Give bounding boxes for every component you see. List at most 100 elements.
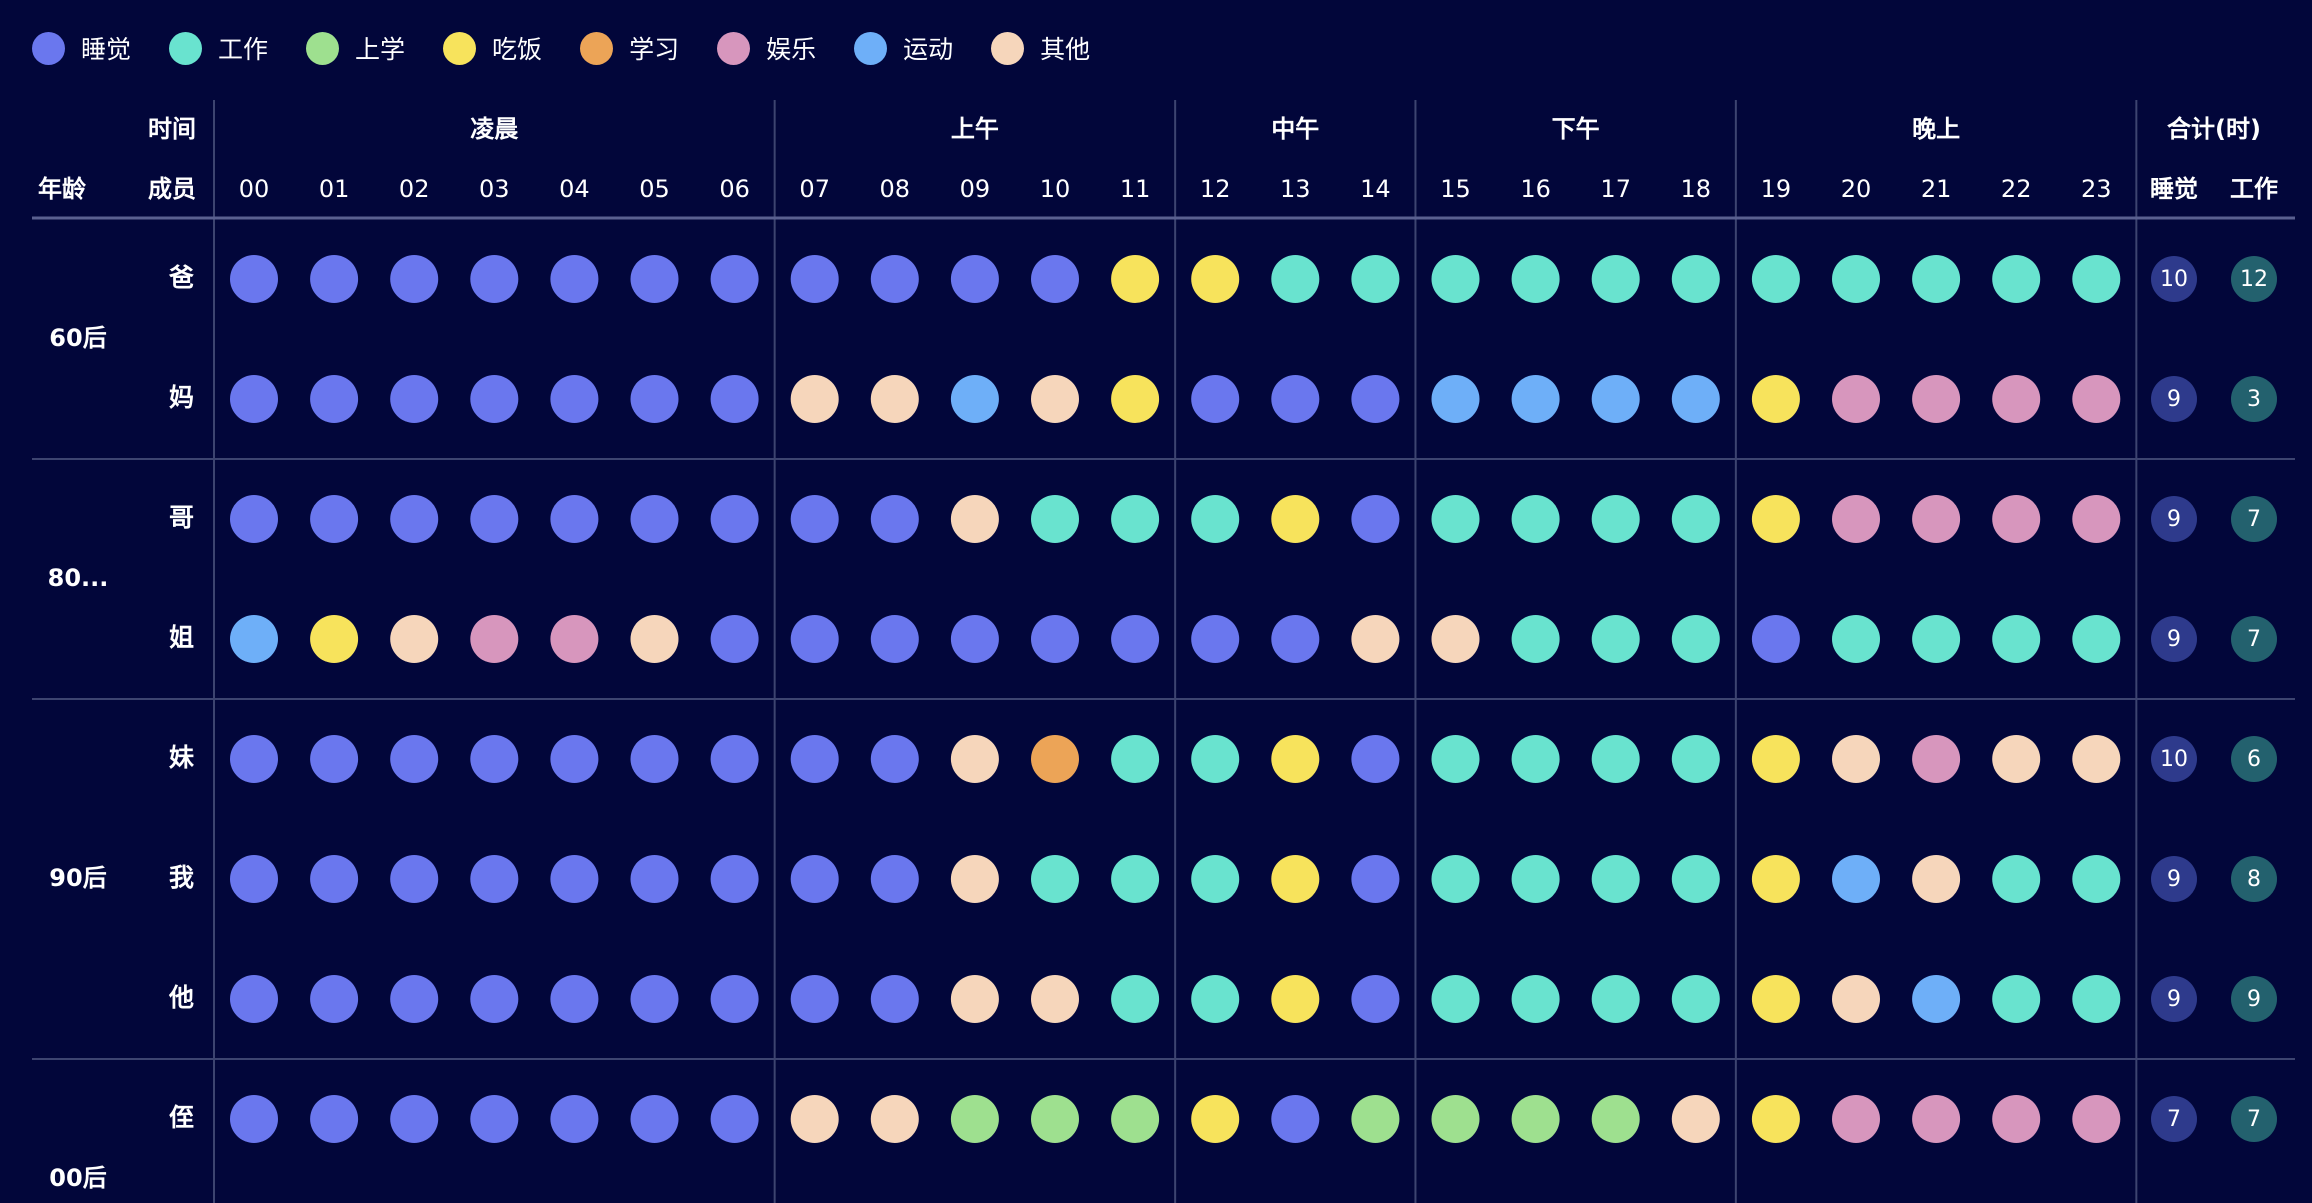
total-sleep-header: 睡觉 <box>2150 175 2198 203</box>
total-sleep-badge <box>2151 856 2197 902</box>
activity-dot-work <box>1431 735 1480 783</box>
activity-dot-work <box>1832 255 1880 303</box>
hour-tick-label: 13 <box>1280 175 1311 203</box>
activity-dot-school <box>950 1095 999 1143</box>
member-name: 他 <box>168 983 194 1012</box>
period-label: 晚上 <box>1912 115 1960 143</box>
total-work-value: 7 <box>2247 627 2261 652</box>
activity-dot-school <box>1431 1095 1480 1143</box>
activity-dot-sleep <box>550 1095 599 1143</box>
activity-dot-sport <box>230 615 278 663</box>
activity-dot-sleep <box>790 735 839 783</box>
activity-dot-sleep <box>470 735 519 783</box>
activity-dot-sleep <box>630 1095 679 1143</box>
activity-dot-sleep <box>470 495 519 543</box>
activity-dot-sleep <box>1351 855 1400 903</box>
activity-dot-sleep <box>870 855 919 903</box>
activity-dot-work <box>2072 975 2121 1023</box>
activity-dot-sleep <box>1271 1095 1320 1143</box>
activity-dot-fun <box>1832 1095 1880 1143</box>
activity-dot-other <box>790 375 839 423</box>
activity-dot-fun <box>2072 375 2121 423</box>
activity-dot-work <box>1751 255 1800 303</box>
total-sleep-badge <box>2151 976 2197 1022</box>
activity-dot-work <box>1431 855 1480 903</box>
activity-dot-sleep <box>790 495 839 543</box>
activity-dot-fun <box>1992 495 2041 543</box>
legend-label: 运动 <box>903 35 954 64</box>
age-header-label: 年龄 <box>38 175 87 203</box>
activity-dot-sleep <box>230 735 278 783</box>
activity-dot-fun <box>1832 375 1880 423</box>
activity-dot-sleep <box>630 375 679 423</box>
hour-tick-label: 03 <box>479 175 510 203</box>
legend-item-sleep[interactable]: 睡觉 <box>32 30 131 66</box>
legend-item-sport[interactable]: 运动 <box>854 30 953 66</box>
activity-dot-sleep <box>390 735 439 783</box>
total-sleep-value: 9 <box>2167 987 2181 1012</box>
period-label: 上午 <box>951 115 999 143</box>
activity-dot-fun <box>2072 495 2121 543</box>
hour-tick-label: 05 <box>639 175 670 203</box>
total-sleep-value: 9 <box>2167 507 2181 532</box>
activity-dot-fun <box>470 615 519 663</box>
hour-tick-label: 07 <box>799 175 830 203</box>
total-sleep-value: 9 <box>2167 627 2181 652</box>
total-sleep-badge <box>2151 376 2197 422</box>
activity-dot-eat <box>1271 855 1320 903</box>
activity-dot-sleep <box>550 495 599 543</box>
total-sleep-badge <box>2151 496 2197 542</box>
activity-dot-sleep <box>390 855 439 903</box>
activity-dot-sport <box>1912 975 1961 1023</box>
legend-swatch-school <box>306 31 340 65</box>
activity-dot-other <box>1671 1095 1720 1143</box>
total-work-badge <box>2231 256 2277 302</box>
total-work-badge <box>2231 616 2277 662</box>
legend-label: 学习 <box>629 35 680 64</box>
activity-dot-work <box>2072 855 2121 903</box>
legend-label: 吃饭 <box>492 35 543 64</box>
activity-dot-sleep <box>1191 375 1240 423</box>
activity-dot-sleep <box>630 735 679 783</box>
activity-dot-sleep <box>310 855 359 903</box>
activity-dot-sleep <box>310 255 359 303</box>
activity-dot-school <box>1111 1095 1160 1143</box>
hour-tick-label: 19 <box>1761 175 1792 203</box>
activity-dot-sleep <box>870 495 919 543</box>
legend-item-study[interactable]: 学习 <box>580 30 679 66</box>
activity-dot-work <box>1912 255 1961 303</box>
total-work-value: 8 <box>2247 867 2261 892</box>
activity-dot-other <box>390 615 439 663</box>
legend-item-school[interactable]: 上学 <box>306 30 405 66</box>
total-sleep-badge <box>2151 736 2197 782</box>
hour-tick-label: 21 <box>1921 175 1952 203</box>
activity-dot-eat <box>310 615 359 663</box>
legend-item-eat[interactable]: 吃饭 <box>443 30 542 66</box>
activity-dot-eat <box>1751 375 1800 423</box>
legend-item-fun[interactable]: 娱乐 <box>717 30 816 66</box>
member-name: 姐 <box>169 623 194 652</box>
activity-dot-sleep <box>1351 495 1400 543</box>
hour-tick-label: 09 <box>960 175 991 203</box>
activity-dot-eat <box>1751 735 1800 783</box>
activity-dot-work <box>1671 735 1720 783</box>
activity-dot-sleep <box>550 255 599 303</box>
activity-dot-sport <box>1431 375 1480 423</box>
legend-item-work[interactable]: 工作 <box>169 30 268 66</box>
activity-dot-fun <box>1832 495 1880 543</box>
activity-dot-sport <box>1671 375 1720 423</box>
legend-item-other[interactable]: 其他 <box>991 30 1090 66</box>
activity-dot-work <box>1671 975 1720 1023</box>
activity-dot-sleep <box>390 975 439 1023</box>
legend-swatch-sport <box>854 31 888 65</box>
activity-dot-sleep <box>310 735 359 783</box>
activity-dot-sleep <box>790 255 839 303</box>
activity-dot-eat <box>1271 735 1320 783</box>
activity-dot-sleep <box>950 255 999 303</box>
activity-dot-sleep <box>1031 615 1079 663</box>
activity-dot-work <box>1992 615 2041 663</box>
activity-dot-work <box>1591 855 1640 903</box>
total-sleep-badge <box>2151 1096 2197 1142</box>
activity-dot-eat <box>1191 255 1240 303</box>
activity-dot-other <box>950 975 999 1023</box>
